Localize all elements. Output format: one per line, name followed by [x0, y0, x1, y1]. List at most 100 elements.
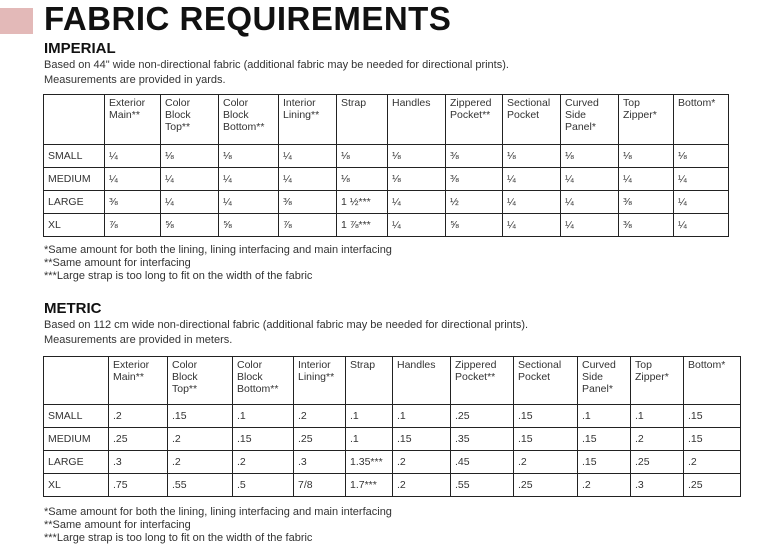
table-cell: ⅜ [618, 190, 674, 214]
table-cell: .1 [630, 404, 684, 428]
table-cell: .1 [577, 404, 631, 428]
imperial-note-line: Measurements are provided in yards. [44, 74, 226, 86]
table-cell: ⅛ [502, 144, 561, 168]
table-cell: .25 [108, 427, 168, 451]
column-header-line: Block [165, 109, 191, 121]
column-header-line: Side [582, 371, 604, 383]
table-cell: ⅛ [336, 144, 388, 168]
size-label: LARGE [43, 190, 105, 214]
column-header: Color Block Bottom** [218, 94, 279, 145]
column-header: Bottom* [683, 356, 741, 405]
column-header-line: Pocket** [455, 371, 496, 383]
table-cell: ⅜ [445, 167, 503, 191]
table-cell: .15 [392, 427, 451, 451]
table-cell: .25 [293, 427, 346, 451]
table-cell: ⅛ [387, 144, 446, 168]
table-cell: ¼ [560, 167, 619, 191]
column-header-line: Zipper* [635, 371, 669, 383]
table-cell: ⅛ [160, 144, 219, 168]
table-cell: ⅛ [336, 167, 388, 191]
table-cell: .15 [513, 404, 578, 428]
table-row: XL ⅞ ⅝ ⅝ ⅞ 1 ⅞*** ¼ ⅝ ¼ ¼ ⅜ ¼ [43, 213, 729, 237]
table-cell: ¼ [387, 190, 446, 214]
table-cell: .15 [232, 427, 294, 451]
table-cell: .2 [392, 450, 451, 474]
table-cell: ¼ [104, 144, 161, 168]
table-cell: .55 [450, 473, 514, 497]
table-cell: ¼ [160, 167, 219, 191]
size-label: MEDIUM [43, 167, 105, 191]
column-header-line: Color [165, 97, 191, 109]
column-header-line: Panel* [582, 383, 613, 395]
column-header-line: Color [172, 359, 198, 371]
table-cell: .15 [167, 404, 233, 428]
header-cell-empty [43, 94, 105, 145]
column-header: Handles [392, 356, 451, 405]
table-row: MEDIUM ¼ ¼ ¼ ¼ ⅛ ⅛ ⅜ ¼ ¼ ¼ ¼ [43, 167, 729, 191]
table-cell: ⅞ [104, 213, 161, 237]
column-header: Top Zipper* [630, 356, 684, 405]
column-header-line: Zippered [450, 97, 492, 109]
column-header: Color Block Top** [167, 356, 233, 405]
table-cell: ¼ [673, 167, 729, 191]
table-row: SMALL ¼ ⅛ ⅛ ¼ ⅛ ⅛ ⅜ ⅛ ⅛ ⅛ ⅛ [43, 144, 729, 168]
table-cell: ⅜ [618, 213, 674, 237]
column-header-line: Top [623, 97, 640, 109]
column-header-line: Panel* [565, 121, 596, 133]
column-header: Bottom* [673, 94, 729, 145]
column-header: Handles [387, 94, 446, 145]
table-cell: ¼ [104, 167, 161, 191]
table-cell: .2 [108, 404, 168, 428]
column-header: Curved Side Panel* [577, 356, 631, 405]
table-cell: .75 [108, 473, 168, 497]
column-header-line: Exterior [113, 359, 150, 371]
table-cell: .1 [345, 427, 393, 451]
table-cell: ⅝ [160, 213, 219, 237]
column-header-line: Curved [582, 359, 616, 371]
metric-heading: METRIC [44, 300, 102, 317]
metric-note: Based on 112 cm wide non-directional fab… [44, 318, 528, 348]
table-cell: .2 [513, 450, 578, 474]
metric-table: Exterior Main** Color Block Top** Color Block B… [43, 356, 741, 497]
column-header-line: Pocket** [450, 109, 491, 121]
column-header: Curved Side Panel* [560, 94, 619, 145]
table-cell: ⅛ [618, 144, 674, 168]
table-cell: ¼ [218, 190, 279, 214]
column-header-line: Pocket [518, 371, 551, 383]
column-header: Interior Lining** [293, 356, 346, 405]
table-cell: ¼ [502, 213, 561, 237]
table-cell: ¼ [673, 213, 729, 237]
imperial-table: Exterior Main** Color Block Top** Color Block B… [43, 94, 729, 237]
column-header-line: Strap [350, 359, 376, 371]
column-header-line: Interior [283, 97, 316, 109]
column-header-line: Color [237, 359, 263, 371]
table-row: LARGE ⅜ ¼ ¼ ⅜ 1 ½*** ¼ ½ ¼ ¼ ⅜ ¼ [43, 190, 729, 214]
metric-note-line: Measurements are provided in meters. [44, 334, 233, 346]
table-cell: 7/8 [293, 473, 346, 497]
column-header-line: Top** [165, 121, 191, 133]
table-row: MEDIUM .25.2.15.25.1.15.35.15.15.2.15 [43, 427, 741, 451]
table-cell: ¼ [218, 167, 279, 191]
table-cell: ¼ [560, 213, 619, 237]
column-header: Top Zipper* [618, 94, 674, 145]
table-cell: .2 [232, 450, 294, 474]
table-cell: ⅜ [104, 190, 161, 214]
table-cell: .2 [683, 450, 741, 474]
table-cell: 1 ⅞*** [336, 213, 388, 237]
footnote: **Same amount for interfacing [44, 519, 191, 531]
column-header: Exterior Main** [108, 356, 168, 405]
table-cell: .25 [630, 450, 684, 474]
table-cell: .3 [630, 473, 684, 497]
table-cell: .25 [513, 473, 578, 497]
table-cell: .15 [513, 427, 578, 451]
column-header: Zippered Pocket** [450, 356, 514, 405]
header-cell-empty [43, 356, 109, 405]
column-header-line: Side [565, 109, 587, 121]
footnote: ***Large strap is too long to fit on the… [44, 270, 313, 282]
table-cell: .25 [683, 473, 741, 497]
footnote: *Same amount for both the lining, lining… [44, 506, 392, 518]
table-cell: .35 [450, 427, 514, 451]
footnote: **Same amount for interfacing [44, 257, 191, 269]
column-header-line: Exterior [109, 97, 146, 109]
table-cell: .45 [450, 450, 514, 474]
